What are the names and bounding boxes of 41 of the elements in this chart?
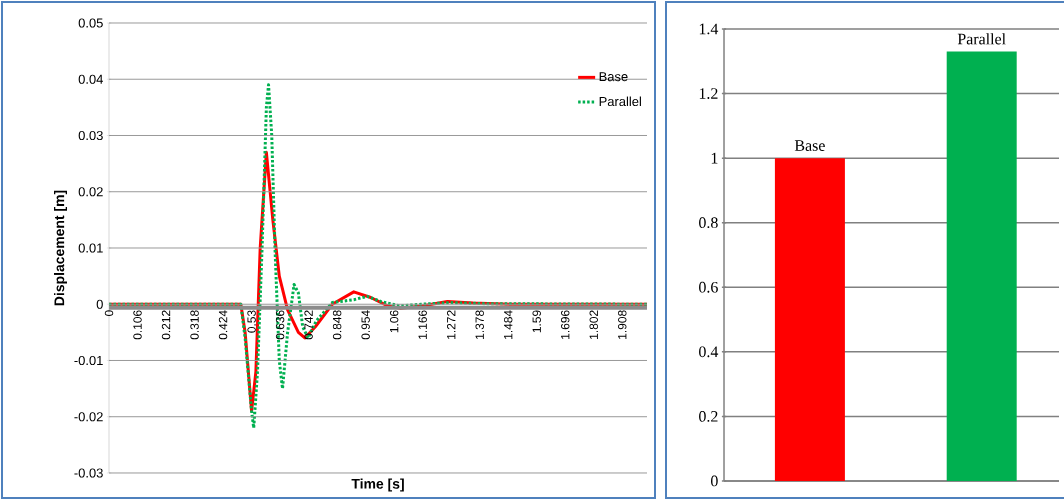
x-tick-label: 0.53 [247, 310, 256, 333]
y-tick-label: -0.01 [74, 355, 103, 366]
x-tick-label: 0.212 [161, 310, 171, 340]
x-tick-label: 1.484 [503, 310, 513, 339]
y-tick-label: 0.05 [78, 18, 103, 28]
y-tick-label: 0 [711, 475, 718, 487]
y-tick-label: -0.03 [74, 468, 103, 478]
y-tick-label: -0.02 [74, 412, 103, 422]
x-tick-label: 0 [104, 310, 114, 317]
y-tick-label: 1 [711, 152, 718, 164]
y-tick-label: 0.02 [78, 187, 103, 197]
x-tick-label: 1.696 [561, 310, 570, 339]
x-tick-label: 1.908 [618, 310, 627, 339]
y-tick-label: 0.8 [699, 217, 718, 229]
y-tick-label: 0.2 [699, 411, 718, 422]
y-axis-title: Displacement [m] [54, 190, 67, 306]
x-tick-label: 1.166 [418, 310, 427, 339]
legend-label: Parallel [599, 96, 641, 107]
x-tick-label: 1.59 [532, 310, 541, 333]
legend-label: Base [599, 72, 628, 82]
x-tick-label: 0.848 [332, 310, 342, 340]
x-axis-title: Time [s] [351, 478, 404, 492]
y-tick-label: 0.4 [699, 346, 719, 358]
x-tick-label: 0.636 [275, 310, 285, 340]
x-tick-label: 1.272 [447, 310, 456, 339]
x-tick-label: 0.318 [190, 310, 199, 340]
y-tick-label: 0.6 [699, 281, 718, 293]
x-tick-label: 0.106 [133, 310, 142, 340]
x-tick-label: 1.06 [389, 310, 399, 333]
y-tick-label: 1.2 [699, 88, 718, 99]
x-tick-label: 0.424 [218, 310, 228, 340]
line-series [107, 83, 649, 430]
y-tick-label: 1.4 [699, 23, 719, 35]
x-tick-label: 1.802 [589, 310, 598, 339]
y-tick-label: 0 [96, 299, 103, 309]
x-tick-label: 0.954 [361, 310, 370, 340]
x-tick-label: 1.378 [475, 310, 484, 339]
x-tick-label: 0.742 [304, 310, 313, 340]
y-tick-label: 0.04 [78, 74, 103, 84]
y-tick-label: 0.01 [78, 243, 103, 253]
y-tick-label: 0.03 [78, 130, 103, 141]
